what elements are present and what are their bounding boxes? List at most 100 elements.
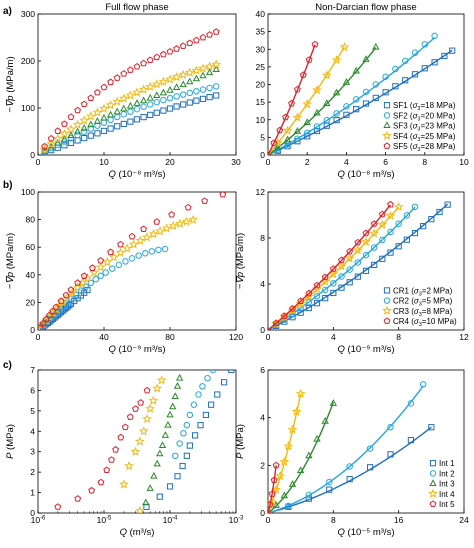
x-tick-label: 8 [331,515,336,525]
data-point-hexagon [132,405,139,412]
data-point-triangle [199,71,207,79]
data-point-triangle [153,91,161,99]
legend-sub: 3 [417,127,420,133]
data-point-triangle [87,120,95,128]
data-point-square [127,118,134,125]
legend-var: σ [413,142,419,151]
data-point-hexagon [338,256,345,264]
x-tick-label: 30 [231,157,241,167]
data-point-triangle [100,113,108,121]
data-point-circle [180,430,187,437]
data-point-hexagon [305,289,313,297]
plot-frame [267,369,465,514]
data-point-square [366,464,374,471]
data-point-star [268,497,277,507]
data-point-hexagon [219,192,227,198]
data-point-square [173,103,180,110]
legend-suffix: =8 MPa) [422,307,453,316]
data-point-star [369,228,379,238]
y-tick-label: 4 [260,279,265,289]
data-point-star [142,232,152,242]
legend-suffix: =18 MPa) [420,101,455,110]
data-point-circle [431,32,438,40]
data-point-square [160,107,167,114]
y-tick-label: 1 [30,488,35,498]
data-point-hexagon [168,211,176,218]
data-point-star [72,119,83,129]
legend-var: σ [414,297,420,306]
y-axis-unit: (MPa/m) [5,56,16,95]
data-point-star [321,70,332,80]
data-point-circle [190,401,198,408]
legend-prefix: Int 4 [439,490,455,499]
data-point-circle [199,86,207,93]
data-point-circle [313,123,321,130]
data-point-square [100,127,108,135]
data-point-circle [82,283,90,290]
data-point-square [411,229,419,237]
legend-prefix: SF2 ( [393,111,413,120]
data-point-hexagon [288,99,295,107]
data-point-circle [362,251,370,259]
legend-entry: Int 5 [439,500,455,509]
data-point-star [99,103,109,113]
data-point-triangle [166,85,174,93]
data-point-hexagon [52,303,60,311]
data-point-star [79,115,90,125]
y-axis-variable: P [235,452,246,459]
y-tick-label: 6 [30,385,35,395]
data-point-star [138,84,149,94]
data-point-star [156,375,167,385]
tick-exponent: -3 [238,516,244,522]
y-tick-label: 12 [256,187,266,197]
data-point-square [326,486,333,493]
legend-sub: 3 [417,116,420,122]
x-axis-label: Q (10⁻⁸ m³/s) [108,169,165,180]
data-point-star [102,257,113,267]
data-point-hexagon [212,28,220,35]
x-axis-unit: (10⁻⁸ m³/s) [345,169,395,180]
x-axis-label: Q (10⁻⁸ m³/s) [337,169,394,180]
legend-marker-circle [383,297,391,304]
data-point-circle [370,244,378,251]
legend-marker-square [429,460,437,467]
data-point-triangle [362,55,370,62]
data-point-triangle [67,131,75,139]
data-point-star [283,441,294,451]
y-axis-variable: −∇p [235,272,246,289]
y-tick-label: 8 [260,233,265,243]
data-point-square [199,95,207,102]
data-point-triangle [166,410,174,418]
data-point-circle [122,258,129,265]
data-point-circle [142,250,149,257]
data-point-hexagon [97,478,105,486]
legend-suffix: =28 MPa) [420,142,455,151]
legend-entry: SF4 (σ3=25 MPa) [393,132,456,143]
tick-base: 10 [31,515,41,525]
data-point-star [46,138,57,149]
x-axis-variable: Q [108,169,116,180]
y-tick-label: 4 [30,426,35,436]
y-axis-variable: −∇p [5,272,16,289]
data-point-triangle [323,99,331,106]
legend-sub: 3 [417,137,420,143]
data-point-hexagon [299,71,307,78]
data-point-star [178,69,189,79]
tick-exponent: -6 [40,516,46,522]
legend-suffix: =23 MPa) [420,122,455,131]
legend-entry: SF1 (σ3=18 MPa) [393,101,456,112]
data-point-circle [395,220,402,227]
data-point-circle [160,96,167,104]
panel-title: Full flow phase [105,2,168,13]
x-tick-label: 8 [396,332,401,342]
x-axis-unit: (10⁻⁹ m³/s) [116,344,166,355]
data-point-star [118,93,129,103]
data-point-star [312,85,322,95]
y-tick-label: 200 [21,56,35,66]
data-point-triangle [329,399,338,406]
legend-marker-triangle [429,479,437,487]
data-point-circle [80,128,88,136]
data-point-star [161,223,172,233]
y-tick-label: 300 [21,9,35,19]
